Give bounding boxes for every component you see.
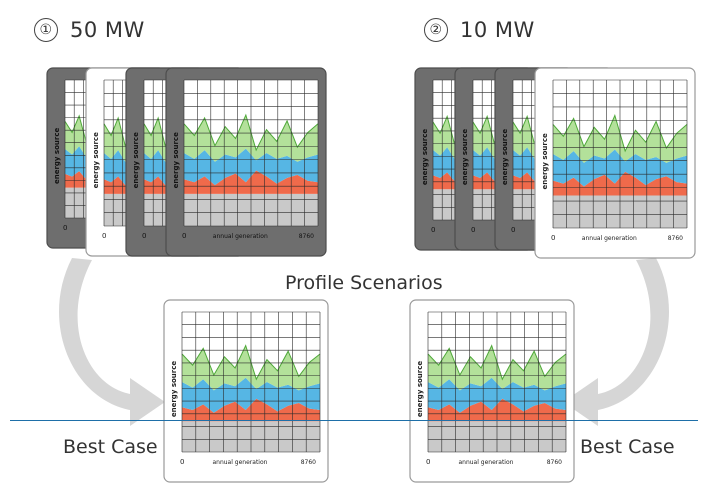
card-50mw-1-x-min-label: 0: [63, 224, 67, 232]
scenario-1-label: 50 MW: [70, 18, 145, 42]
card-10mw-3-x-min-label: 0: [511, 226, 515, 234]
scenario-2-label: 10 MW: [460, 18, 535, 42]
best-case-card-right-x-axis-label: annual generation: [458, 459, 513, 466]
scenario-2-heading: ② 10 MW: [424, 14, 535, 46]
best-case-card-right-x-max-label: 8760: [547, 459, 562, 466]
card-50mw-2-y-axis-label: energy source: [92, 132, 100, 189]
profile-scenarios-label: Profile Scenarios: [285, 272, 443, 294]
card-50mw-2-x-min-label: 0: [102, 232, 106, 240]
card-50mw-front-x-max-label: 8760: [299, 233, 314, 240]
best-case-card-left-y-axis-label: energy source: [170, 361, 178, 418]
best-case-card-left: energy source 0 annual generation 8760: [163, 299, 329, 483]
right-curved-arrow: [563, 258, 670, 426]
card-50mw-front-x-axis-label: annual generation: [213, 233, 268, 240]
card-10mw-1-y-axis-label: energy source: [421, 129, 429, 186]
card-50mw-3-y-axis-label: energy source: [132, 132, 140, 189]
scenario-2-number: ②: [424, 18, 448, 42]
scenario-1-number: ①: [34, 18, 58, 42]
scenario-1-heading: ① 50 MW: [34, 14, 145, 46]
card-50mw-front-x-min-label: 0: [182, 232, 186, 240]
best-case-right-label: Best Case: [580, 436, 675, 458]
card-50mw-1-y-axis-label: energy source: [53, 128, 61, 185]
card-10mw-3-y-axis-label: energy source: [501, 129, 509, 186]
best-case-card-left-x-max-label: 8760: [301, 459, 316, 466]
card-10mw-2-y-axis-label: energy source: [461, 129, 469, 186]
card-10mw-front-x-axis-label: annual generation: [582, 235, 637, 242]
card-10mw-front-x-min-label: 0: [551, 234, 555, 242]
best-case-card-right-x-min-label: 0: [426, 458, 430, 466]
best-case-card-left-x-min-label: 0: [180, 458, 184, 466]
best-case-card-right-y-axis-label: energy source: [416, 361, 424, 418]
card-50mw-front-y-axis-label: energy source: [172, 132, 180, 189]
card-10mw-front-x-max-label: 8760: [668, 235, 683, 242]
left-curved-arrow: [58, 258, 165, 426]
divider-line: [10, 420, 698, 422]
card-10mw-1-x-min-label: 0: [431, 226, 435, 234]
card-50mw-front: energy source 0 annual generation 8760: [165, 67, 327, 257]
best-case-card-right: energy source 0 annual generation 8760: [409, 299, 575, 483]
card-10mw-front-y-axis-label: energy source: [541, 133, 549, 190]
best-case-card-left-x-axis-label: annual generation: [212, 459, 267, 466]
best-case-left-label: Best Case: [63, 436, 158, 458]
card-10mw-front: energy source 0 annual generation 8760: [534, 67, 696, 259]
card-50mw-3-x-min-label: 0: [142, 232, 146, 240]
card-10mw-2-x-min-label: 0: [471, 226, 475, 234]
